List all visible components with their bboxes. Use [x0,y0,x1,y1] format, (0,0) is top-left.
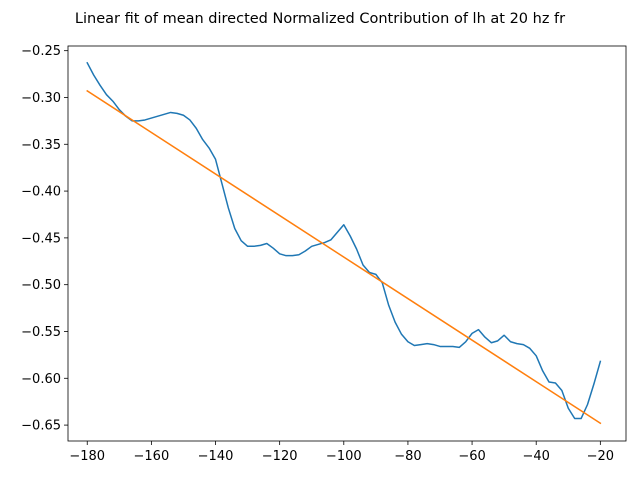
fit-line [86,89,602,425]
x-tick-label: −40 [522,449,549,464]
y-axis: −0.25 −0.30 −0.35 −0.40 −0.45 −0.50 −0.55 −0.60… [21,44,68,434]
x-tick-label: −80 [394,449,421,464]
y-tick-label: −0.55 [21,325,61,340]
y-tick-label: −0.50 [21,278,61,293]
x-tick-label: −180 [69,449,105,464]
axes-frame [67,45,627,442]
y-tick-label: −0.35 [21,138,61,153]
x-tick-label: −100 [326,449,362,464]
x-axis: −180 −160 −140 −120 −100 −80 −60 −40 −20 [69,441,614,464]
y-tick-label: −0.65 [21,419,61,434]
x-tick-label: −140 [198,449,234,464]
x-tick-label: −160 [134,449,170,464]
y-tick-label: −0.60 [21,372,61,387]
x-tick-label: −60 [458,449,485,464]
data-line [86,61,602,420]
y-tick-label: −0.30 [21,91,61,106]
plot-area [86,61,602,425]
chart-title: Linear fit of mean directed Normalized C… [75,11,565,27]
y-tick-label: −0.25 [21,44,61,59]
x-tick-label: −20 [587,449,614,464]
x-tick-label: −120 [262,449,298,464]
y-tick-label: −0.40 [21,185,61,200]
y-tick-label: −0.45 [21,231,61,246]
